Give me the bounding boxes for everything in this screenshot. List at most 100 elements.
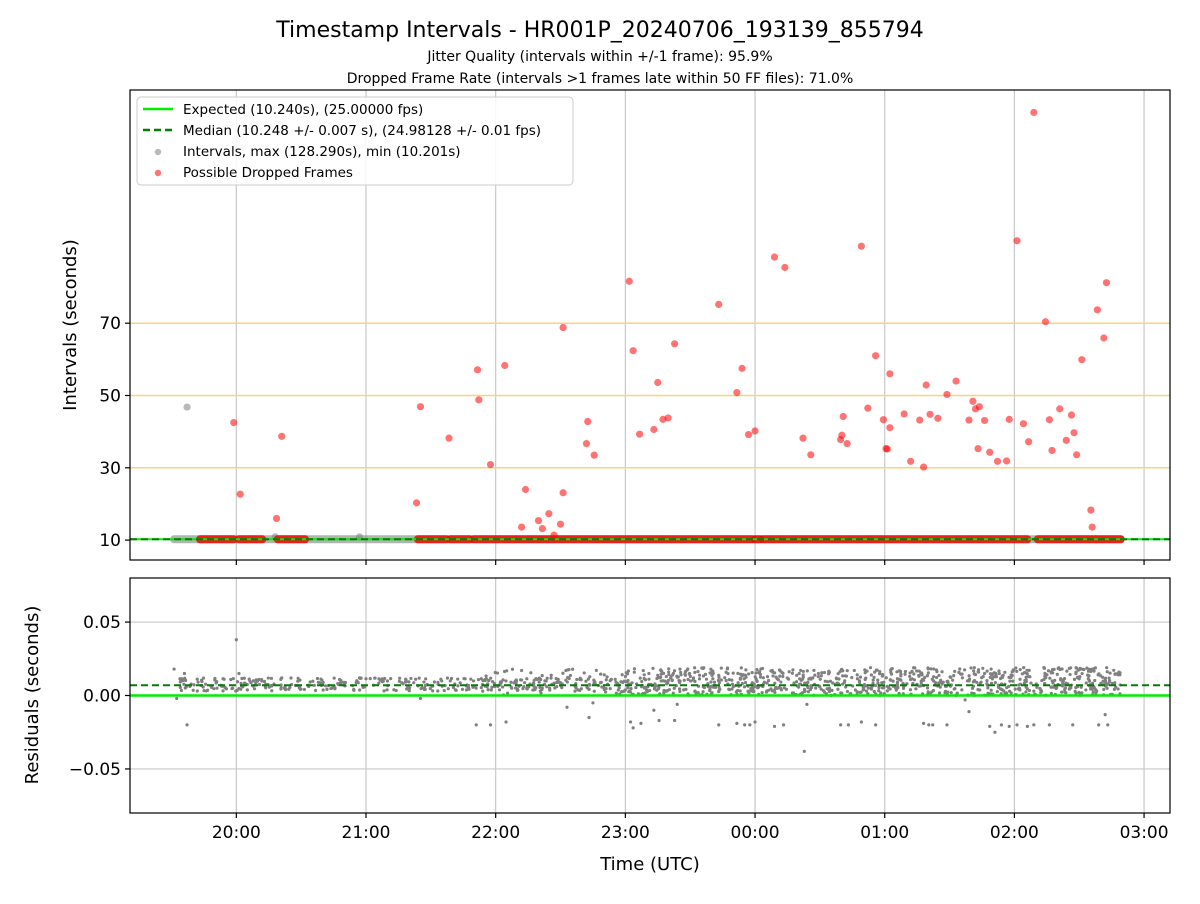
residual-point — [385, 688, 389, 692]
residual-point — [619, 680, 623, 684]
top-y-tick-label: 70 — [99, 314, 121, 334]
residual-outlier-point — [874, 723, 878, 727]
residual-point — [407, 687, 411, 691]
residual-point — [724, 678, 728, 683]
residual-point — [989, 667, 993, 671]
residual-point — [1016, 687, 1021, 691]
residual-point — [1094, 691, 1098, 695]
dropped-frame-point — [545, 510, 553, 518]
residual-point — [549, 676, 553, 680]
residual-point — [738, 689, 742, 693]
residual-point — [702, 666, 706, 670]
residual-point — [734, 690, 738, 694]
residual-outlier-point — [927, 723, 931, 727]
residual-point — [566, 675, 570, 680]
residual-point — [446, 687, 450, 691]
residual-point — [239, 681, 243, 685]
residual-point — [912, 666, 916, 670]
residual-point — [664, 689, 668, 693]
residual-point — [850, 676, 854, 680]
residual-point — [749, 689, 753, 693]
residual-point — [464, 688, 469, 692]
residual-point — [626, 686, 630, 690]
residual-point — [579, 678, 583, 682]
legend-intervals-swatch — [154, 148, 162, 156]
residual-point — [816, 674, 820, 679]
residual-point — [178, 685, 182, 690]
residual-point — [483, 678, 487, 682]
residual-point — [755, 668, 759, 672]
residual-outlier-point — [748, 723, 752, 727]
residual-point — [708, 689, 712, 693]
residual-point — [287, 687, 291, 691]
dropped-frame-point — [412, 499, 421, 507]
residual-point — [1011, 679, 1015, 683]
residual-point — [545, 676, 549, 680]
x-axis-label: Time (UTC) — [599, 854, 700, 875]
dropped-frame-point — [518, 523, 526, 531]
residual-point — [931, 689, 936, 693]
residual-point — [573, 689, 577, 693]
dropped-frame-point — [864, 404, 872, 412]
residual-point — [289, 676, 293, 680]
residual-point — [682, 688, 686, 692]
residual-point — [245, 688, 249, 692]
residual-point — [855, 677, 859, 681]
residual-point — [992, 675, 996, 679]
residual-point — [843, 674, 848, 678]
residual-point — [1094, 688, 1098, 692]
residual-point — [1014, 666, 1018, 670]
residual-point — [693, 670, 697, 675]
residual-point — [917, 674, 921, 678]
residual-point — [497, 688, 502, 692]
residual-point — [995, 690, 999, 694]
residual-point — [688, 674, 692, 679]
residual-point — [663, 679, 667, 683]
residual-point — [781, 674, 785, 679]
dropped-frame-point — [664, 414, 672, 422]
dropped-frame-point — [751, 427, 759, 435]
residual-point — [548, 688, 552, 692]
top-y-tick-label: 50 — [99, 387, 121, 407]
residual-point — [321, 680, 325, 685]
residual-point — [1013, 687, 1017, 691]
residual-point — [474, 686, 478, 690]
residual-point — [834, 676, 838, 680]
residual-point — [532, 684, 536, 689]
dropped-frame-point — [1062, 436, 1070, 444]
residual-point — [215, 686, 219, 690]
residual-point — [308, 680, 312, 684]
residual-point — [659, 668, 663, 672]
residual-point — [920, 671, 924, 675]
residual-outlier-point — [657, 718, 661, 723]
residual-point — [926, 690, 930, 694]
residual-point — [717, 675, 721, 679]
residual-point — [495, 671, 500, 675]
residual-point — [899, 672, 903, 676]
residual-point — [1060, 690, 1064, 694]
residual-point — [862, 688, 866, 692]
residual-point — [584, 679, 588, 683]
residual-point — [1055, 672, 1059, 676]
residual-point — [975, 680, 979, 685]
residual-point — [338, 681, 343, 685]
residual-point — [484, 674, 488, 678]
residual-point — [871, 678, 875, 682]
residual-point — [852, 668, 856, 673]
residual-point — [440, 679, 444, 683]
residual-point — [760, 666, 765, 671]
residual-point — [953, 669, 957, 673]
residual-point — [1049, 670, 1053, 674]
residual-point — [711, 677, 715, 681]
residual-point — [1049, 691, 1053, 695]
residual-point — [549, 673, 553, 677]
legend-dropped-label: Possible Dropped Frames — [183, 165, 353, 181]
residual-point — [404, 680, 408, 684]
residual-point — [929, 667, 933, 671]
residual-point — [599, 672, 603, 676]
residual-point — [1054, 686, 1058, 691]
legend-dropped-swatch — [154, 169, 162, 177]
dropped-frame-point — [590, 451, 598, 459]
residual-point — [760, 691, 764, 695]
residual-outlier-point — [504, 720, 508, 724]
